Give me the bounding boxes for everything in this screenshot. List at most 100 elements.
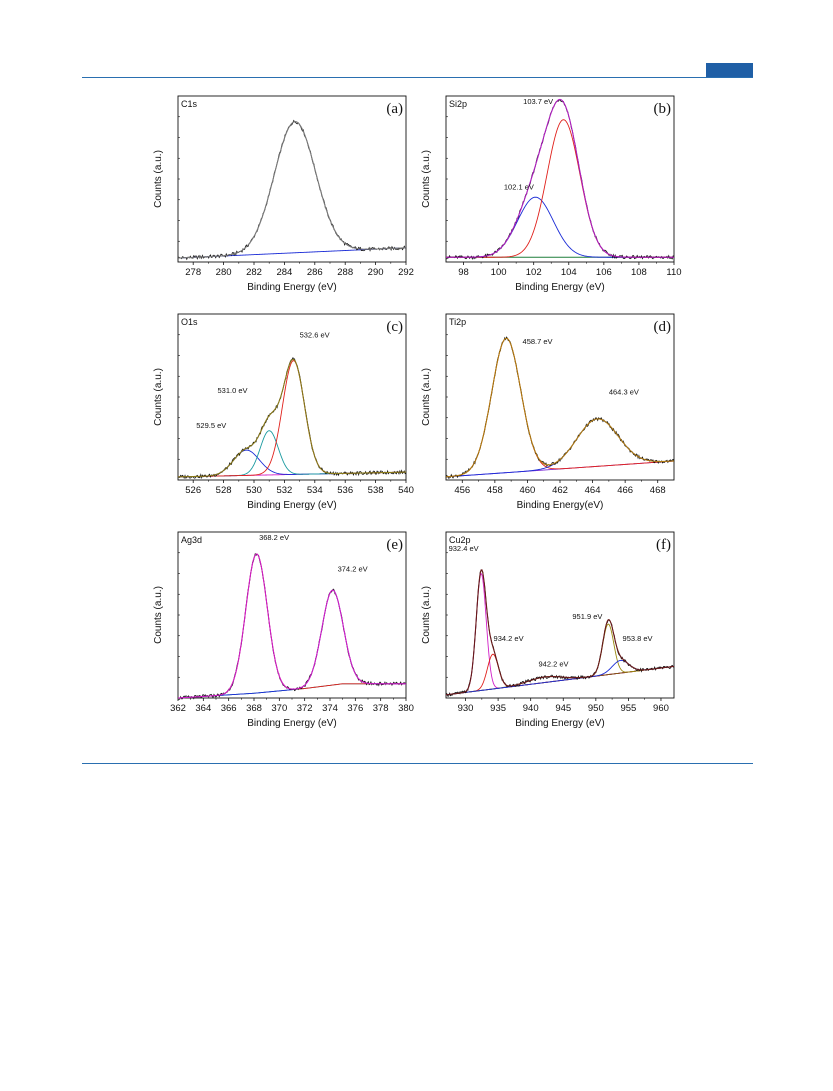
x-tick-label: 288 <box>337 267 353 278</box>
envelope-line <box>446 98 674 258</box>
envelope-line <box>445 337 675 478</box>
y-axis-title: Counts (a.u.) <box>421 586 432 644</box>
x-tick-label: 364 <box>195 703 211 714</box>
x-tick-label: 362 <box>170 703 186 714</box>
x-tick-label: 106 <box>596 267 612 278</box>
x-tick-label: 536 <box>337 485 353 496</box>
x-tick-label: 284 <box>276 267 292 278</box>
panel-letter: (d) <box>654 319 672 335</box>
x-tick-label: 290 <box>368 267 384 278</box>
envelope-line <box>177 121 407 259</box>
x-tick-label: 528 <box>216 485 232 496</box>
peak-annotation: 953.8 eV <box>623 634 653 643</box>
peak-annotation: 951.9 eV <box>572 612 602 621</box>
panel-title: Cu2p <box>449 535 471 545</box>
chart-svg: 278 280 282 284 286 288 290 292 Binding Energy (… <box>153 95 414 293</box>
y-axis-title: Counts (a.u.) <box>153 586 164 644</box>
envelope-line <box>445 569 675 696</box>
component-peak <box>446 196 674 258</box>
x-axis-title: Binding Energy (eV) <box>247 718 337 729</box>
x-tick-label: 532 <box>276 485 292 496</box>
x-tick-label: 466 <box>617 485 633 496</box>
panel-title: Ag3d <box>181 535 202 545</box>
plot-frame <box>177 95 407 263</box>
raw-data-line <box>177 552 407 700</box>
x-tick-label: 468 <box>650 485 666 496</box>
xps-panel-c: 526 528 530 532 534 536 538 540 Binding Energy (… <box>150 310 414 520</box>
x-tick-label: 376 <box>347 703 363 714</box>
panel-title: Ti2p <box>449 317 466 327</box>
x-tick-label: 98 <box>458 267 469 278</box>
panel-letter: (e) <box>386 537 403 553</box>
x-tick-label: 102 <box>526 267 542 278</box>
panel-letter: (a) <box>386 101 403 117</box>
envelope-line <box>177 553 406 699</box>
x-tick-label: 286 <box>307 267 323 278</box>
component-peak <box>445 337 675 478</box>
x-tick-label: 458 <box>487 485 503 496</box>
plot-frame <box>177 531 407 699</box>
xps-panel-b: 98 100 102 104 106 108 110 Binding Energy (eV) C… <box>418 92 682 302</box>
peak-annotation: 103.7 eV <box>523 97 553 106</box>
x-tick-label: 950 <box>588 703 604 714</box>
xps-panel-e: 362 364 366 368 370 372 374 376 378 380 Binding En… <box>150 528 414 738</box>
x-tick-label: 540 <box>398 485 414 496</box>
peak-annotation: 368.2 eV <box>259 533 289 542</box>
x-tick-label: 945 <box>555 703 571 714</box>
x-tick-label: 108 <box>631 267 647 278</box>
chart-svg: 456 458 460 462 464 466 468 Binding Energy(eV) C… <box>421 313 675 511</box>
x-tick-label: 534 <box>307 485 323 496</box>
raw-data-line <box>177 119 407 261</box>
panel-title: Si2p <box>449 99 467 109</box>
plot-frame <box>177 313 407 481</box>
plot-frame <box>445 313 675 481</box>
y-axis-title: Counts (a.u.) <box>421 150 432 208</box>
x-tick-label: 930 <box>458 703 474 714</box>
panel-title: C1s <box>181 99 198 109</box>
peak-annotation: 529.5 eV <box>196 421 226 430</box>
chart-svg: 98 100 102 104 106 108 110 Binding Energy (eV) C… <box>421 95 682 293</box>
component-peak <box>177 360 407 478</box>
chart-svg: 362 364 366 368 370 372 374 376 378 380 Binding En… <box>153 531 414 729</box>
x-tick-label: 935 <box>490 703 506 714</box>
x-tick-label: 940 <box>523 703 539 714</box>
x-tick-label: 462 <box>552 485 568 496</box>
x-axis-title: Binding Energy (eV) <box>515 718 605 729</box>
raw-data-line <box>177 357 407 480</box>
peak-annotation: 374.2 eV <box>338 565 368 574</box>
x-tick-label: 282 <box>246 267 262 278</box>
peak-annotation: 458.7 eV <box>523 337 553 346</box>
x-tick-label: 366 <box>221 703 237 714</box>
peak-annotation: 531.0 eV <box>218 386 248 395</box>
x-axis-title: Binding Energy (eV) <box>515 282 605 293</box>
x-tick-label: 955 <box>620 703 636 714</box>
component-peak <box>177 589 406 699</box>
component-peak <box>177 553 406 699</box>
peak-annotation: 932.4 eV <box>449 544 479 553</box>
header-rule <box>82 77 753 78</box>
x-tick-label: 372 <box>297 703 313 714</box>
footer-rule <box>82 763 753 764</box>
peak-annotation: 934.2 eV <box>494 634 524 643</box>
y-axis-title: Counts (a.u.) <box>153 368 164 426</box>
x-axis-title: Binding Energy(eV) <box>517 500 604 511</box>
x-tick-label: 526 <box>185 485 201 496</box>
x-tick-label: 538 <box>368 485 384 496</box>
x-tick-label: 370 <box>271 703 287 714</box>
x-tick-label: 100 <box>491 267 507 278</box>
panel-letter: (f) <box>656 537 671 553</box>
panel-letter: (c) <box>386 319 403 335</box>
chart-svg: 930 935 940 945 950 955 960 Binding Energy (eV)… <box>421 531 675 729</box>
x-tick-label: 380 <box>398 703 414 714</box>
panel-letter: (b) <box>654 101 672 117</box>
panel-title: O1s <box>181 317 198 327</box>
xps-panel-a: 278 280 282 284 286 288 290 292 Binding Energy (… <box>150 92 414 302</box>
x-tick-label: 530 <box>246 485 262 496</box>
envelope-line <box>177 358 407 478</box>
y-axis-title: Counts (a.u.) <box>153 150 164 208</box>
x-tick-label: 456 <box>454 485 470 496</box>
peak-annotation: 464.3 eV <box>609 388 639 397</box>
x-tick-label: 464 <box>585 485 601 496</box>
peak-annotation: 532.6 eV <box>300 331 330 340</box>
